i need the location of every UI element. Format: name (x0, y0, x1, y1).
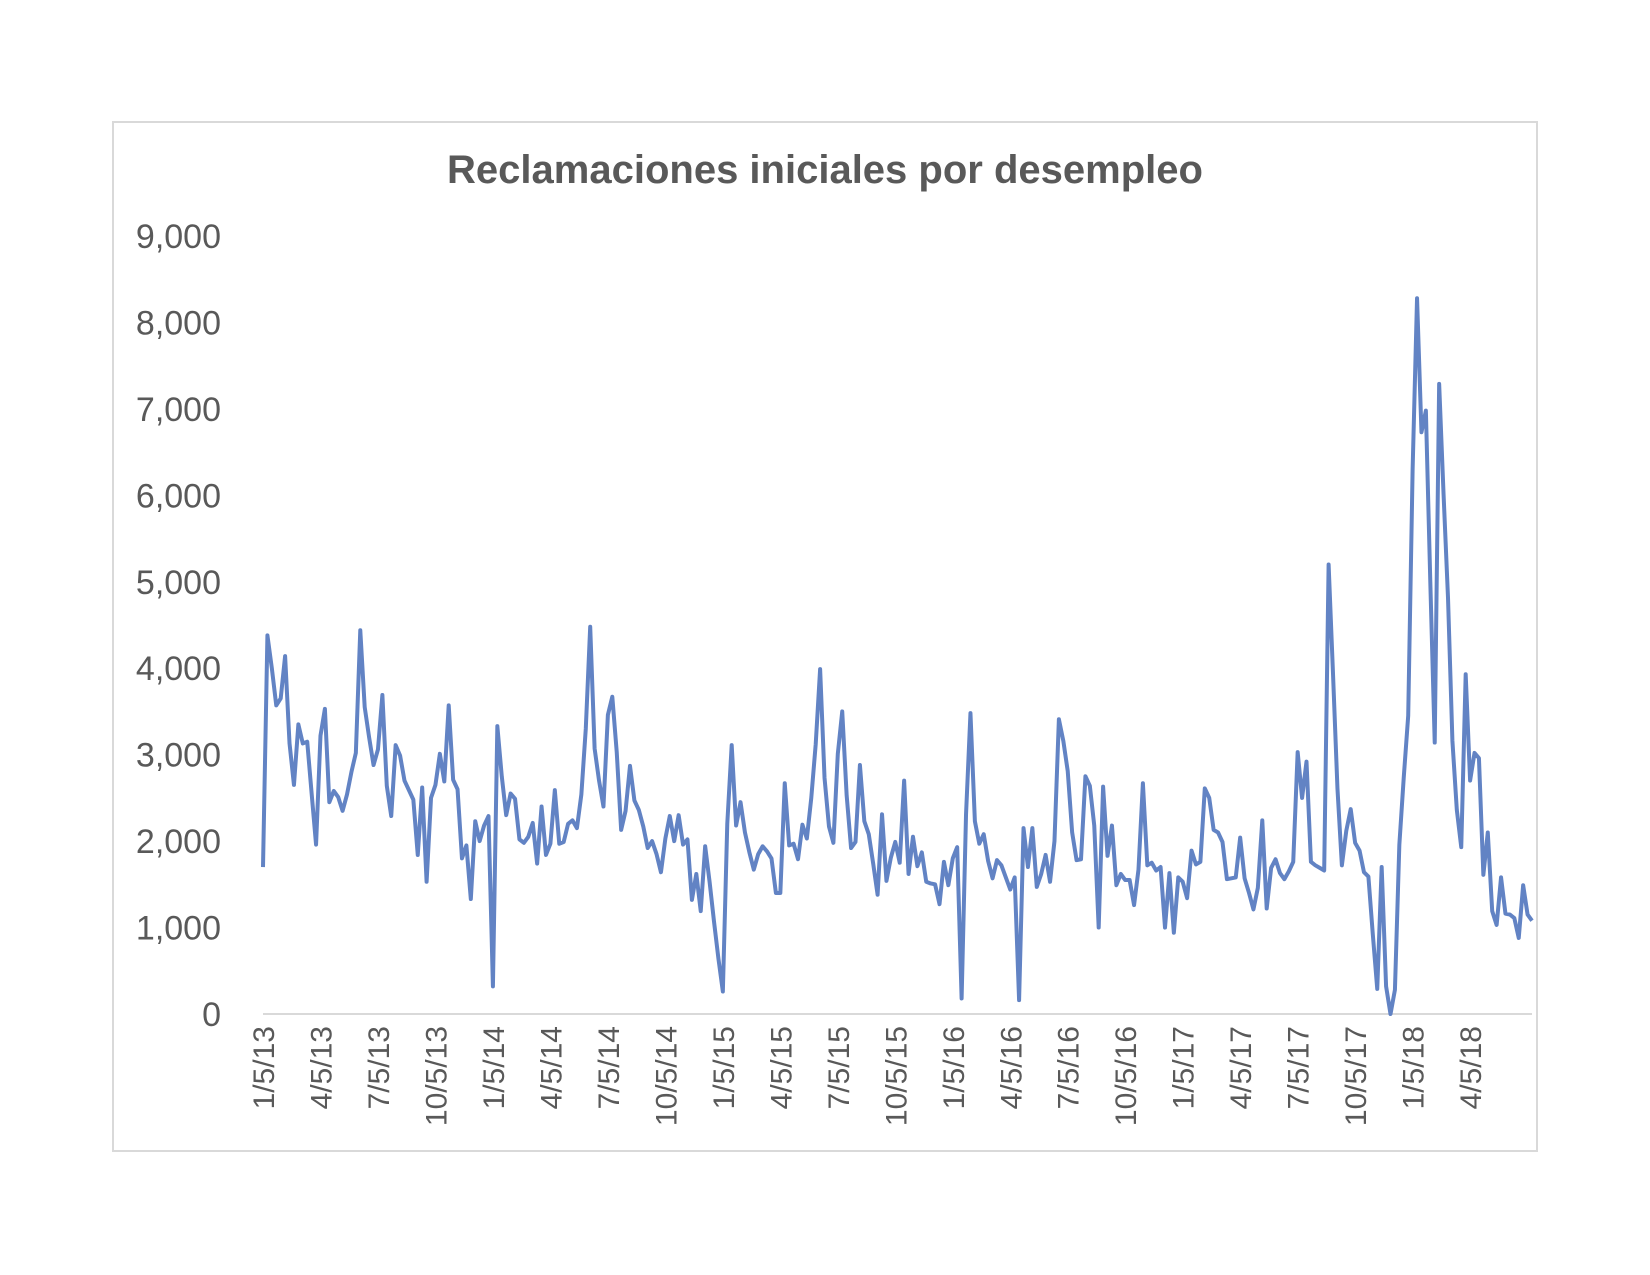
y-tick-label: 1,000 (136, 910, 221, 948)
x-tick-label: 7/5/15 (823, 1026, 856, 1109)
x-tick-label: 7/5/14 (593, 1026, 626, 1109)
x-tick-label: 10/5/16 (1110, 1026, 1143, 1126)
x-tick-label: 4/5/14 (535, 1026, 568, 1109)
y-tick-label: 5,000 (136, 564, 221, 602)
chart-title: Reclamaciones iniciales por desempleo (447, 148, 1203, 192)
x-tick-label: 7/5/17 (1283, 1026, 1316, 1109)
y-tick-label: 3,000 (136, 737, 221, 775)
x-tick-label: 4/5/16 (995, 1026, 1028, 1109)
y-tick-label: 8,000 (136, 304, 221, 342)
x-tick-label: 10/5/15 (880, 1026, 913, 1126)
x-tick-label: 7/5/16 (1053, 1026, 1086, 1109)
series-group (261, 296, 1534, 1016)
x-tick-label: 10/5/14 (650, 1026, 683, 1126)
x-tick-label: 4/5/18 (1455, 1026, 1488, 1109)
x-tick-label: 1/5/15 (708, 1026, 741, 1109)
x-tick-label: 1/5/16 (938, 1026, 971, 1109)
x-tick-label: 1/5/13 (248, 1026, 281, 1109)
x-tick-label: 10/5/17 (1340, 1026, 1373, 1126)
x-tick-label: 1/5/17 (1168, 1026, 1201, 1109)
y-tick-label: 2,000 (136, 823, 221, 861)
y-tick-label: 9,000 (136, 218, 221, 256)
y-tick-label: 6,000 (136, 477, 221, 515)
x-axis-ticks: 1/5/13 4/5/13 7/5/13 10/5/13 1/5/14 4/5/14 7/5… (248, 1026, 1488, 1126)
x-tick-label: 4/5/17 (1225, 1026, 1258, 1109)
x-tick-label: 4/5/15 (765, 1026, 798, 1109)
x-tick-label: 4/5/13 (306, 1026, 339, 1109)
y-axis-ticks: 0 1,000 2,000 3,000 4,000 5,000 6,000 7,000 8,00… (136, 218, 221, 1034)
chart-area (112, 121, 1538, 1152)
x-tick-label: 7/5/13 (363, 1026, 396, 1109)
x-tick-label: 1/5/14 (478, 1026, 511, 1109)
x-tick-label: 1/5/18 (1398, 1026, 1431, 1109)
series-line (261, 296, 1534, 1016)
y-tick-label: 4,000 (136, 650, 221, 688)
x-tick-label: 10/5/13 (420, 1026, 453, 1126)
y-tick-label: 7,000 (136, 391, 221, 429)
y-tick-label: 0 (202, 996, 221, 1034)
